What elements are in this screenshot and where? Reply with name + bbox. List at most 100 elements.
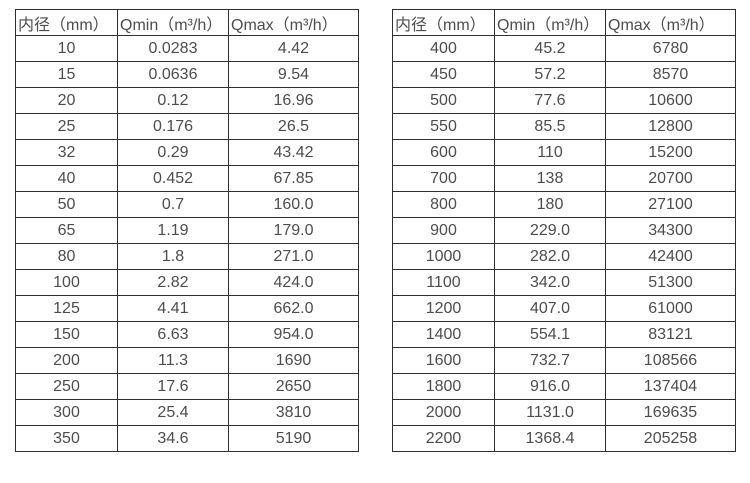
table-cell: 954.0 [228, 321, 359, 348]
table-cell: 1100 [392, 269, 495, 296]
table-cell: 11.3 [117, 347, 229, 374]
table-row: 100 2.82 424.0 [15, 269, 359, 296]
table-cell: 25 [15, 113, 118, 140]
table-cell: 271.0 [228, 243, 359, 270]
table-row: 350 34.6 5190 [15, 425, 359, 452]
table-cell: 0.29 [117, 139, 229, 166]
table-row: 125 4.41 662.0 [15, 295, 359, 322]
flow-table-small-diameters: 内径（mm） Qmin（m³/h） Qmax（m³/h） 10 0.0283 4.4… [15, 9, 359, 452]
table-row: 200 11.3 1690 [15, 347, 359, 374]
flow-table-large-diameters: 内径（mm） Qmin（m³/h） Qmax（m³/h） 400 45.2 6780… [392, 9, 736, 452]
table-cell: 9.54 [228, 61, 359, 88]
table-row: 600 110 15200 [392, 139, 736, 166]
table-cell: 160.0 [228, 191, 359, 218]
table-row: 2200 1368.4 205258 [392, 425, 736, 452]
table-cell: 6780 [605, 35, 736, 62]
table-cell: 554.1 [494, 321, 606, 348]
table-cell: 57.2 [494, 61, 606, 88]
table-cell: 45.2 [494, 35, 606, 62]
table-cell: 80 [15, 243, 118, 270]
table-cell: 916.0 [494, 373, 606, 400]
table-cell: 229.0 [494, 217, 606, 244]
table-cell: 800 [392, 191, 495, 218]
table-cell: 2.82 [117, 269, 229, 296]
table-cell: 0.0636 [117, 61, 229, 88]
table-row: 400 45.2 6780 [392, 35, 736, 62]
table-cell: 8570 [605, 61, 736, 88]
table-cell: 0.176 [117, 113, 229, 140]
table-cell: 450 [392, 61, 495, 88]
table-cell: 20700 [605, 165, 736, 192]
table-row: 450 57.2 8570 [392, 61, 736, 88]
table-cell: 25.4 [117, 399, 229, 426]
table-cell: 10 [15, 35, 118, 62]
table-cell: 5190 [228, 425, 359, 452]
table-cell: 1800 [392, 373, 495, 400]
table-cell: 2200 [392, 425, 495, 452]
table-cell: 180 [494, 191, 606, 218]
table-row: 1600 732.7 108566 [392, 347, 736, 374]
table-cell: 2650 [228, 373, 359, 400]
table-row: 550 85.5 12800 [392, 113, 736, 140]
table-row: 1100 342.0 51300 [392, 269, 736, 296]
table-cell: 26.5 [228, 113, 359, 140]
table-cell: 1131.0 [494, 399, 606, 426]
table-body: 400 45.2 6780 450 57.2 8570 500 77.6 10600 550 85.… [392, 35, 736, 452]
table-cell: 150 [15, 321, 118, 348]
table-cell: 1690 [228, 347, 359, 374]
table-cell: 20 [15, 87, 118, 114]
table-row: 700 138 20700 [392, 165, 736, 192]
table-row: 32 0.29 43.42 [15, 139, 359, 166]
table-row: 15 0.0636 9.54 [15, 61, 359, 88]
table-cell: 900 [392, 217, 495, 244]
table-cell: 1400 [392, 321, 495, 348]
header-row: 内径（mm） Qmin（m³/h） Qmax（m³/h） [392, 9, 736, 36]
table-cell: 85.5 [494, 113, 606, 140]
table-row: 65 1.19 179.0 [15, 217, 359, 244]
table-cell: 0.7 [117, 191, 229, 218]
column-header-inner-diameter: 内径（mm） [15, 9, 118, 36]
table-cell: 61000 [605, 295, 736, 322]
table-header: 内径（mm） Qmin（m³/h） Qmax（m³/h） [15, 9, 359, 36]
header-row: 内径（mm） Qmin（m³/h） Qmax（m³/h） [15, 9, 359, 36]
table-cell: 600 [392, 139, 495, 166]
table-cell: 500 [392, 87, 495, 114]
table-row: 500 77.6 10600 [392, 87, 736, 114]
table-cell: 200 [15, 347, 118, 374]
table-cell: 3810 [228, 399, 359, 426]
table-cell: 137404 [605, 373, 736, 400]
table-cell: 32 [15, 139, 118, 166]
table-cell: 0.452 [117, 165, 229, 192]
table-cell: 205258 [605, 425, 736, 452]
column-header-qmin: Qmin（m³/h） [494, 9, 606, 36]
table-cell: 138 [494, 165, 606, 192]
table-cell: 12800 [605, 113, 736, 140]
table-cell: 50 [15, 191, 118, 218]
table-row: 150 6.63 954.0 [15, 321, 359, 348]
table-row: 1800 916.0 137404 [392, 373, 736, 400]
table-cell: 17.6 [117, 373, 229, 400]
table-cell: 662.0 [228, 295, 359, 322]
column-header-inner-diameter: 内径（mm） [392, 9, 495, 36]
table-cell: 732.7 [494, 347, 606, 374]
table-cell: 15200 [605, 139, 736, 166]
table-cell: 179.0 [228, 217, 359, 244]
table-cell: 34.6 [117, 425, 229, 452]
table-cell: 4.41 [117, 295, 229, 322]
table-row: 80 1.8 271.0 [15, 243, 359, 270]
table-cell: 1200 [392, 295, 495, 322]
table-row: 900 229.0 34300 [392, 217, 736, 244]
table-cell: 250 [15, 373, 118, 400]
table-row: 50 0.7 160.0 [15, 191, 359, 218]
table-cell: 400 [392, 35, 495, 62]
table-header: 内径（mm） Qmin（m³/h） Qmax（m³/h） [392, 9, 736, 36]
table-cell: 83121 [605, 321, 736, 348]
table-cell: 350 [15, 425, 118, 452]
table-row: 250 17.6 2650 [15, 373, 359, 400]
table-row: 20 0.12 16.96 [15, 87, 359, 114]
column-header-qmax: Qmax（m³/h） [605, 9, 736, 36]
table-row: 2000 1131.0 169635 [392, 399, 736, 426]
table-cell: 0.0283 [117, 35, 229, 62]
table-row: 1200 407.0 61000 [392, 295, 736, 322]
